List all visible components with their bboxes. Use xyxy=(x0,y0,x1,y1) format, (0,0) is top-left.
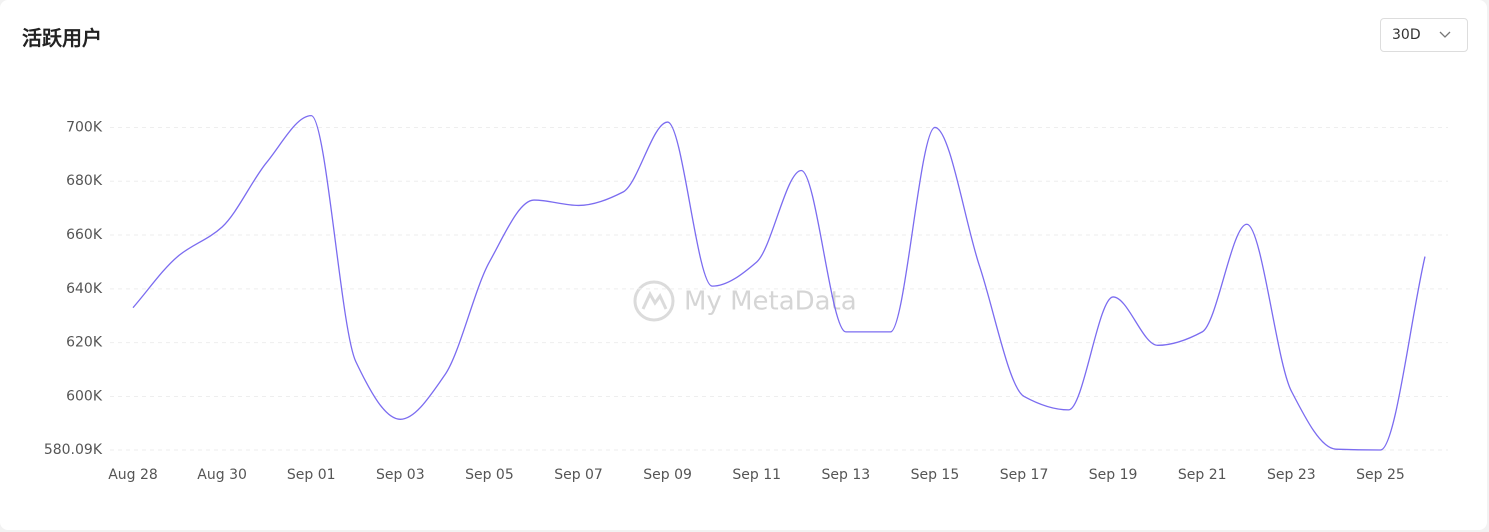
y-tick-label: 580.09K xyxy=(44,442,103,458)
y-tick-label: 600K xyxy=(66,388,103,404)
y-tick-label: 700K xyxy=(66,119,103,135)
x-tick-label: Sep 07 xyxy=(554,467,603,483)
line xyxy=(132,114,1426,451)
y-tick-label: 680K xyxy=(66,173,103,189)
x-tick-label: Sep 19 xyxy=(1089,467,1138,483)
x-tick-label: Sep 01 xyxy=(287,467,336,483)
x-tick-label: Sep 09 xyxy=(643,467,692,483)
x-tick-label: Aug 30 xyxy=(197,467,247,483)
x-tick-label: Sep 03 xyxy=(376,467,425,483)
x-tick-label: Sep 25 xyxy=(1356,467,1405,483)
y-tick-label: 640K xyxy=(66,281,103,297)
chart-title: 活跃用户 xyxy=(22,26,102,50)
y-tick-label: 620K xyxy=(66,335,103,351)
chevron xyxy=(1439,31,1451,38)
x-tick-label: Sep 23 xyxy=(1267,467,1316,483)
x-tick-label: Sep 11 xyxy=(732,467,781,483)
x-tick-label: Sep 15 xyxy=(911,467,960,483)
x-tick-label: Sep 05 xyxy=(465,467,514,483)
range-label: 30D xyxy=(1392,27,1421,43)
x-tick-label: Sep 21 xyxy=(1178,467,1227,483)
x-tick-label: Sep 17 xyxy=(1000,467,1049,483)
watermark-text: My MetaData xyxy=(684,287,857,317)
watermark: My MetaData xyxy=(633,280,857,322)
x-tick-label: Sep 13 xyxy=(821,467,870,483)
y-tick-label: 660K xyxy=(66,227,103,243)
range-dropdown[interactable]: 30D xyxy=(1380,18,1468,52)
x-tick-label: Aug 28 xyxy=(108,467,158,483)
